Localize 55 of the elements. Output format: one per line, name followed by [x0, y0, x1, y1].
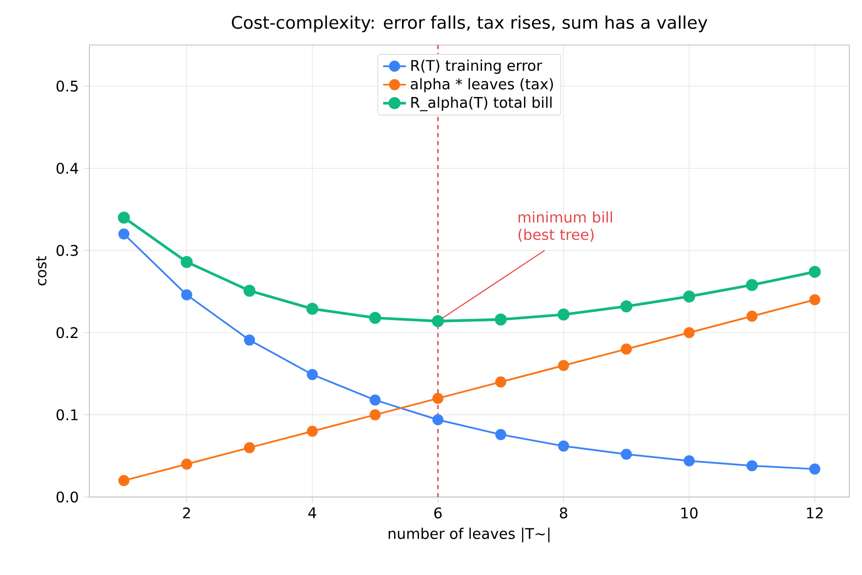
point — [118, 212, 130, 224]
annotation: minimum bill (best tree) — [518, 211, 612, 242]
point — [558, 308, 570, 321]
point — [495, 376, 506, 388]
point — [181, 458, 192, 470]
legend-label: R(T) training error — [411, 60, 542, 74]
point — [369, 312, 382, 324]
point — [306, 302, 318, 315]
point — [244, 334, 256, 346]
point — [432, 315, 444, 328]
point — [494, 313, 507, 326]
point — [432, 392, 444, 404]
point — [244, 284, 256, 297]
point — [432, 414, 444, 426]
point — [746, 278, 758, 291]
point — [620, 300, 632, 312]
legend-label: R_alpha(T) total bill — [411, 96, 552, 112]
point — [180, 256, 193, 268]
y-axis-title: cost — [36, 256, 46, 286]
point — [244, 442, 256, 454]
chart-title: Cost-complexity: error falls, tax rises, sum has a valley — [232, 16, 708, 32]
x-tick-label: 4 — [308, 507, 316, 518]
point — [620, 344, 632, 355]
y-tick-label: 0.2 — [56, 327, 78, 338]
point — [558, 360, 570, 372]
point — [809, 294, 820, 306]
y-tick-label: 0.1 — [56, 409, 78, 420]
y-tick-label: 0.3 — [56, 244, 78, 256]
y-tick-label: 0.5 — [56, 80, 78, 92]
point — [684, 455, 695, 466]
x-tick-label: 6 — [434, 507, 442, 518]
x-tick-label: 12 — [807, 507, 823, 518]
point — [620, 448, 632, 460]
point — [118, 475, 130, 486]
point — [746, 310, 758, 322]
point — [808, 266, 821, 278]
point — [558, 440, 570, 452]
point — [118, 228, 130, 240]
point — [683, 290, 696, 302]
point — [370, 409, 381, 420]
point — [181, 289, 192, 300]
x-tick-label: 2 — [183, 507, 190, 518]
x-tick-label: 8 — [560, 507, 568, 518]
point — [370, 394, 381, 406]
point — [746, 460, 758, 472]
x-axis-title: number of leaves |T~| — [388, 528, 550, 542]
point — [495, 429, 506, 440]
point — [809, 464, 820, 475]
x-tick-label: 10 — [681, 507, 698, 518]
y-tick-label: 0.0 — [56, 491, 78, 503]
legend-label: alpha * leaves (tax) — [410, 78, 553, 92]
y-tick-label: 0.4 — [56, 162, 78, 174]
point — [306, 369, 318, 380]
point — [306, 426, 318, 437]
point — [684, 327, 695, 338]
